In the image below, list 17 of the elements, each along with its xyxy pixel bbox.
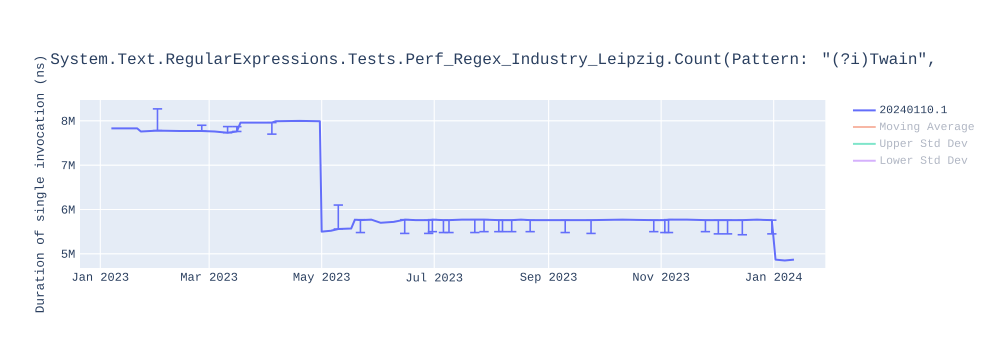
- y-tick-label: 6M: [62, 205, 75, 214]
- y-tick-label: 5M: [62, 250, 75, 258]
- legend-label: Upper Std Dev: [880, 138, 968, 150]
- legend-label: Moving Average: [880, 122, 974, 132]
- x-tick-label: Jul 2023: [406, 272, 462, 282]
- y-tick-label: 7M: [62, 161, 75, 170]
- y-axis-title: Duration of single invocation (ns): [34, 56, 46, 312]
- x-tick-label: Sep 2023: [520, 272, 577, 284]
- x-tick-label: Mar 2023: [181, 272, 238, 281]
- x-tick-label: May 2023: [294, 272, 350, 284]
- x-tick-label: Jan 2023: [72, 272, 128, 281]
- legend-label: Lower Std Dev: [880, 156, 968, 164]
- chart-title: System.Text.RegularExpressions.Tests.Perf_Regex_Industry_Leipzig.Count(Pattern: "(?i)Twain",: [50, 52, 932, 68]
- y-tick-label: 8M: [62, 116, 75, 125]
- x-tick-label: Nov 2023: [633, 272, 690, 281]
- legend-label: 20240110.1: [880, 106, 947, 114]
- x-tick-label: Jan 2024: [746, 272, 802, 281]
